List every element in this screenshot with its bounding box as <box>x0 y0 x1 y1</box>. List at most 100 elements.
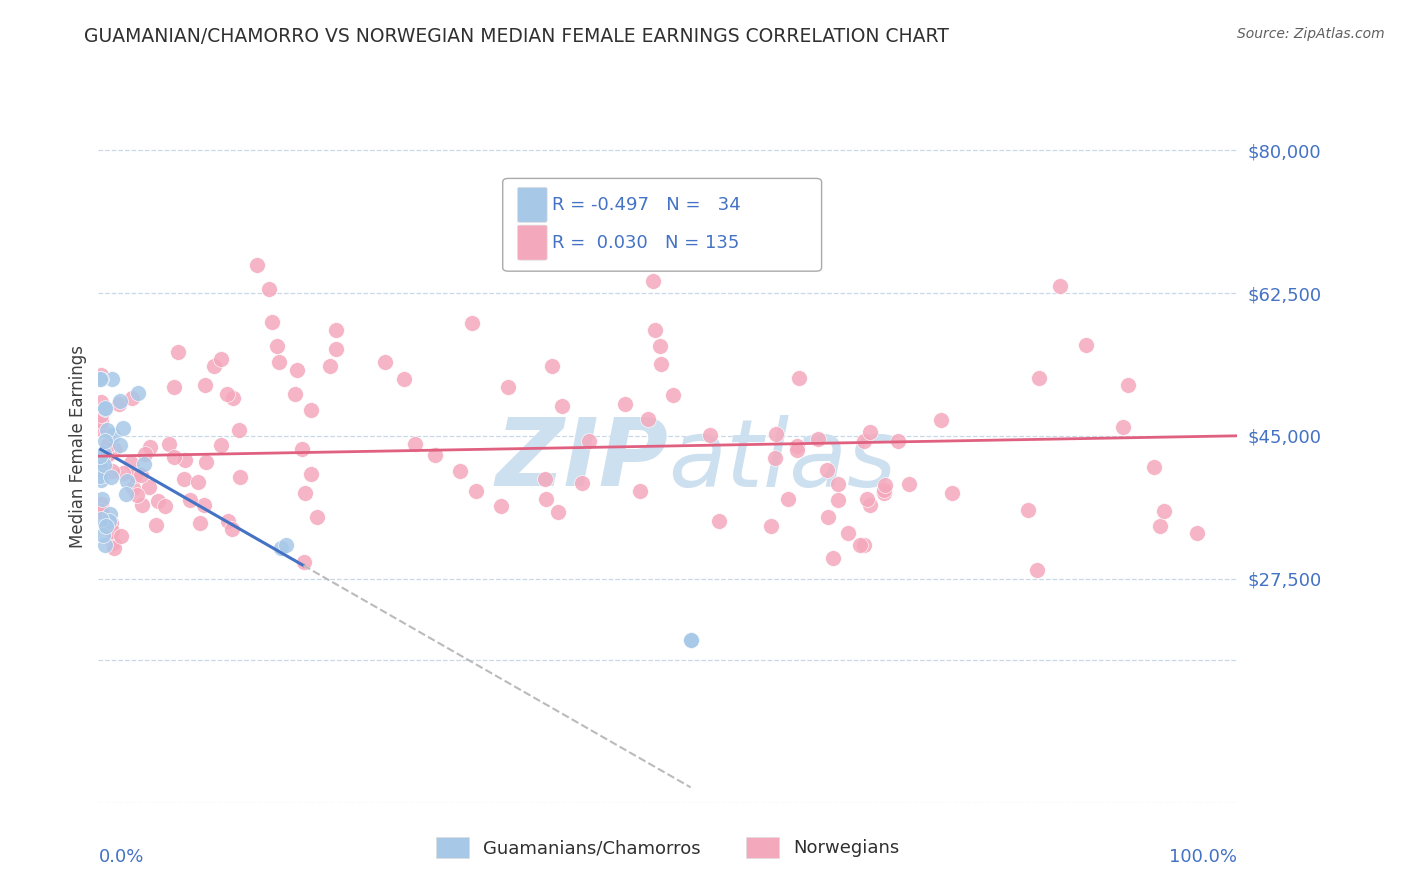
Point <box>1076 338 1098 352</box>
Point <box>815 463 838 477</box>
Text: 100.0%: 100.0% <box>1170 847 1237 865</box>
Point <box>89 372 111 386</box>
Point <box>533 472 555 486</box>
Point <box>194 454 217 468</box>
Point <box>827 477 849 491</box>
Point <box>929 412 952 426</box>
Point <box>449 464 471 478</box>
Point <box>122 482 145 496</box>
Point <box>132 458 155 472</box>
Point <box>129 467 152 482</box>
Point <box>188 516 211 531</box>
Point <box>153 499 176 513</box>
FancyBboxPatch shape <box>503 178 821 271</box>
Point <box>90 497 112 511</box>
Point <box>93 401 115 415</box>
FancyBboxPatch shape <box>517 225 547 260</box>
Point <box>90 422 112 436</box>
Point <box>90 414 112 428</box>
Point <box>221 522 243 536</box>
Point <box>898 477 921 491</box>
Point <box>821 550 844 565</box>
Point <box>89 468 111 483</box>
Point <box>108 397 131 411</box>
Point <box>89 449 111 463</box>
Point <box>827 493 849 508</box>
Text: 0.0%: 0.0% <box>98 847 143 865</box>
Point <box>299 467 322 481</box>
Point <box>648 339 671 353</box>
Point <box>90 473 112 487</box>
Point <box>193 498 215 512</box>
Point <box>127 488 149 502</box>
Point <box>1112 420 1135 434</box>
Point <box>166 345 188 359</box>
Point <box>873 485 896 500</box>
Point <box>763 451 786 466</box>
Point <box>111 466 134 480</box>
Point <box>650 357 672 371</box>
Point <box>90 491 112 506</box>
Point <box>179 492 201 507</box>
Point <box>90 463 112 477</box>
Point <box>837 526 859 541</box>
Point <box>291 442 314 456</box>
Point <box>644 323 666 337</box>
Point <box>96 423 118 437</box>
Point <box>571 476 593 491</box>
Point <box>103 427 125 442</box>
Point <box>786 439 808 453</box>
Point <box>120 456 142 470</box>
Point <box>138 480 160 494</box>
Point <box>94 434 117 448</box>
Point <box>97 447 120 461</box>
Point <box>859 425 882 439</box>
Point <box>110 438 132 452</box>
Point <box>266 339 288 353</box>
Point <box>101 372 124 386</box>
Point <box>873 477 896 491</box>
Point <box>325 343 347 357</box>
Point <box>423 448 446 462</box>
Point <box>110 394 132 409</box>
Point <box>1153 504 1175 518</box>
Point <box>325 323 347 337</box>
Point <box>187 475 209 489</box>
Point <box>547 505 569 519</box>
Point <box>1017 503 1039 517</box>
Point <box>90 395 112 409</box>
Point <box>1187 526 1209 541</box>
Point <box>222 392 245 406</box>
Point <box>121 391 143 405</box>
Point <box>849 538 872 552</box>
Point <box>162 450 184 464</box>
Point <box>100 469 122 483</box>
Point <box>852 434 875 449</box>
Text: ZIP: ZIP <box>495 414 668 507</box>
Point <box>292 555 315 569</box>
Point <box>217 514 239 528</box>
Point <box>97 445 120 459</box>
Point <box>661 388 683 402</box>
Point <box>96 448 118 462</box>
Point <box>163 380 186 394</box>
Point <box>856 491 879 506</box>
Point <box>299 402 322 417</box>
Point <box>114 487 136 501</box>
Point <box>941 485 963 500</box>
Point <box>404 437 426 451</box>
Point <box>787 370 810 384</box>
Text: R = -0.497   N =   34: R = -0.497 N = 34 <box>551 196 741 214</box>
Point <box>173 452 195 467</box>
Text: Source: ZipAtlas.com: Source: ZipAtlas.com <box>1237 27 1385 41</box>
Point <box>127 385 149 400</box>
Point <box>699 428 721 442</box>
Point <box>101 536 124 550</box>
Point <box>134 446 156 460</box>
Point <box>110 529 132 543</box>
Point <box>786 442 808 457</box>
Point <box>100 516 122 530</box>
Point <box>260 315 283 329</box>
Point <box>285 362 308 376</box>
Point <box>246 258 269 272</box>
